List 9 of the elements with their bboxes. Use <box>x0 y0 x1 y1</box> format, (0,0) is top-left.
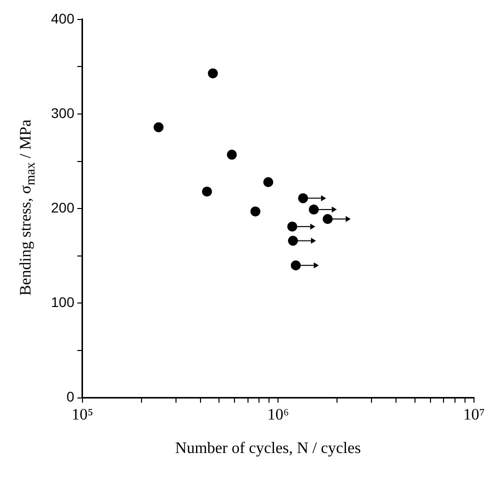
x-tick-label: 10⁶ <box>267 406 289 424</box>
x-tick-label: 10⁵ <box>72 406 94 424</box>
y-tick-label: 100 <box>51 294 75 310</box>
y-tick-label: 300 <box>51 104 75 121</box>
y-tick-label: 400 <box>51 10 75 26</box>
y-tick-label: 200 <box>51 199 75 216</box>
y-tick-label: 0 <box>66 388 75 405</box>
x-tick-label: 10⁷ <box>463 406 485 424</box>
x-axis-title: Number of cycles, N / cycles <box>174 440 362 458</box>
